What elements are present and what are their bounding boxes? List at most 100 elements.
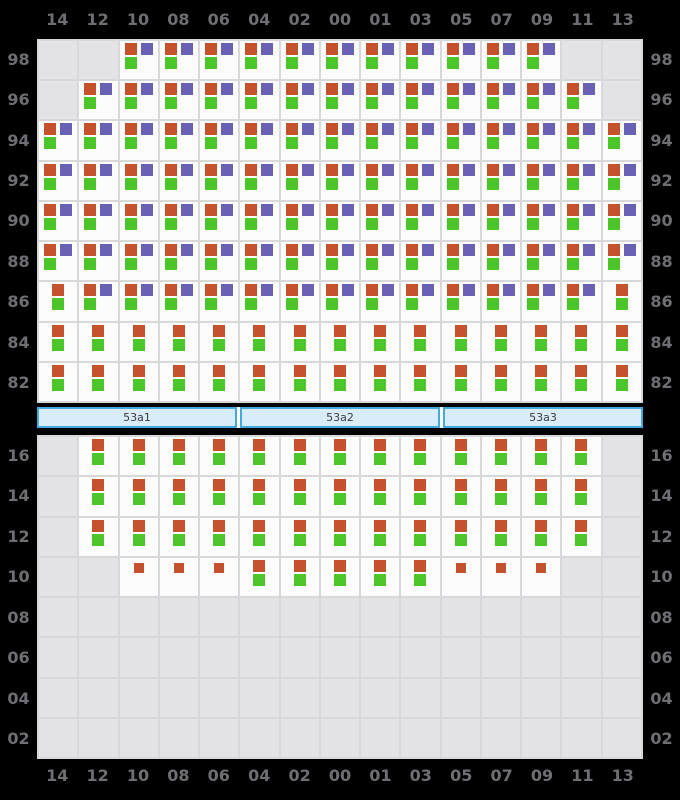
cell-12-02[interactable] xyxy=(280,517,319,556)
cell-82-07[interactable] xyxy=(481,362,521,401)
cell-88-02[interactable] xyxy=(280,242,319,281)
cell-84-01[interactable] xyxy=(361,322,400,361)
cell-10-05[interactable] xyxy=(441,557,480,596)
cell-90-09[interactable] xyxy=(522,201,561,241)
cell-92-05[interactable] xyxy=(441,161,480,200)
cell-88-00[interactable] xyxy=(320,242,360,281)
cell-10-07[interactable] xyxy=(481,557,521,596)
cell-84-13[interactable] xyxy=(602,322,641,361)
cell-86-09[interactable] xyxy=(522,282,561,321)
cell-82-10[interactable] xyxy=(119,362,158,401)
cell-82-08[interactable] xyxy=(159,362,199,401)
cell-86-10[interactable] xyxy=(119,282,158,321)
cell-86-01[interactable] xyxy=(361,282,400,321)
cell-92-13[interactable] xyxy=(602,161,641,200)
cell-82-12[interactable] xyxy=(79,362,118,401)
cell-84-07[interactable] xyxy=(481,322,521,361)
cell-92-03[interactable] xyxy=(401,161,440,200)
cell-82-03[interactable] xyxy=(401,362,440,401)
cell-12-09[interactable] xyxy=(522,517,561,556)
cell-12-07[interactable] xyxy=(481,517,521,556)
cell-16-01[interactable] xyxy=(361,437,400,476)
cell-84-08[interactable] xyxy=(159,322,199,361)
cell-84-11[interactable] xyxy=(562,322,601,361)
section-tab-53a3[interactable]: 53a3 xyxy=(443,407,643,428)
cell-90-05[interactable] xyxy=(441,201,480,241)
cell-90-00[interactable] xyxy=(320,201,360,241)
cell-94-12[interactable] xyxy=(79,121,118,160)
section-tab-53a1[interactable]: 53a1 xyxy=(37,407,237,428)
cell-88-10[interactable] xyxy=(119,242,158,281)
cell-12-12[interactable] xyxy=(79,517,118,556)
cell-82-05[interactable] xyxy=(441,362,480,401)
cell-16-07[interactable] xyxy=(481,437,521,476)
cell-94-14[interactable] xyxy=(39,121,78,160)
cell-10-02[interactable] xyxy=(280,557,319,596)
cell-94-06[interactable] xyxy=(200,121,239,160)
cell-14-00[interactable] xyxy=(320,477,360,516)
cell-88-14[interactable] xyxy=(39,242,78,281)
cell-14-03[interactable] xyxy=(401,477,440,516)
cell-84-04[interactable] xyxy=(240,322,279,361)
cell-84-12[interactable] xyxy=(79,322,118,361)
cell-86-05[interactable] xyxy=(441,282,480,321)
cell-92-10[interactable] xyxy=(119,161,158,200)
cell-10-00[interactable] xyxy=(320,557,360,596)
cell-94-11[interactable] xyxy=(562,121,601,160)
cell-10-09[interactable] xyxy=(522,557,561,596)
cell-88-06[interactable] xyxy=(200,242,239,281)
cell-86-14[interactable] xyxy=(39,282,78,321)
cell-82-04[interactable] xyxy=(240,362,279,401)
cell-98-00[interactable] xyxy=(320,41,360,80)
cell-96-04[interactable] xyxy=(240,81,279,120)
cell-14-02[interactable] xyxy=(280,477,319,516)
cell-86-12[interactable] xyxy=(79,282,118,321)
cell-82-09[interactable] xyxy=(522,362,561,401)
cell-94-00[interactable] xyxy=(320,121,360,160)
cell-82-06[interactable] xyxy=(200,362,239,401)
cell-88-09[interactable] xyxy=(522,242,561,281)
cell-16-05[interactable] xyxy=(441,437,480,476)
cell-94-09[interactable] xyxy=(522,121,561,160)
cell-12-00[interactable] xyxy=(320,517,360,556)
cell-82-14[interactable] xyxy=(39,362,78,401)
cell-92-06[interactable] xyxy=(200,161,239,200)
cell-86-06[interactable] xyxy=(200,282,239,321)
cell-92-00[interactable] xyxy=(320,161,360,200)
cell-90-08[interactable] xyxy=(159,201,199,241)
cell-92-11[interactable] xyxy=(562,161,601,200)
cell-86-07[interactable] xyxy=(481,282,521,321)
cell-98-03[interactable] xyxy=(401,41,440,80)
cell-82-00[interactable] xyxy=(320,362,360,401)
cell-84-14[interactable] xyxy=(39,322,78,361)
cell-86-11[interactable] xyxy=(562,282,601,321)
cell-98-04[interactable] xyxy=(240,41,279,80)
cell-16-09[interactable] xyxy=(522,437,561,476)
cell-92-12[interactable] xyxy=(79,161,118,200)
cell-14-04[interactable] xyxy=(240,477,279,516)
cell-98-02[interactable] xyxy=(280,41,319,80)
cell-16-02[interactable] xyxy=(280,437,319,476)
cell-14-10[interactable] xyxy=(119,477,158,516)
cell-90-06[interactable] xyxy=(200,201,239,241)
cell-12-05[interactable] xyxy=(441,517,480,556)
cell-88-01[interactable] xyxy=(361,242,400,281)
cell-84-09[interactable] xyxy=(522,322,561,361)
cell-96-03[interactable] xyxy=(401,81,440,120)
cell-94-08[interactable] xyxy=(159,121,199,160)
cell-88-08[interactable] xyxy=(159,242,199,281)
cell-90-07[interactable] xyxy=(481,201,521,241)
cell-86-02[interactable] xyxy=(280,282,319,321)
cell-16-03[interactable] xyxy=(401,437,440,476)
cell-16-11[interactable] xyxy=(562,437,601,476)
cell-14-12[interactable] xyxy=(79,477,118,516)
cell-88-04[interactable] xyxy=(240,242,279,281)
cell-92-01[interactable] xyxy=(361,161,400,200)
cell-96-12[interactable] xyxy=(79,81,118,120)
cell-14-08[interactable] xyxy=(159,477,199,516)
cell-88-13[interactable] xyxy=(602,242,641,281)
cell-16-04[interactable] xyxy=(240,437,279,476)
cell-88-12[interactable] xyxy=(79,242,118,281)
cell-92-08[interactable] xyxy=(159,161,199,200)
cell-86-08[interactable] xyxy=(159,282,199,321)
